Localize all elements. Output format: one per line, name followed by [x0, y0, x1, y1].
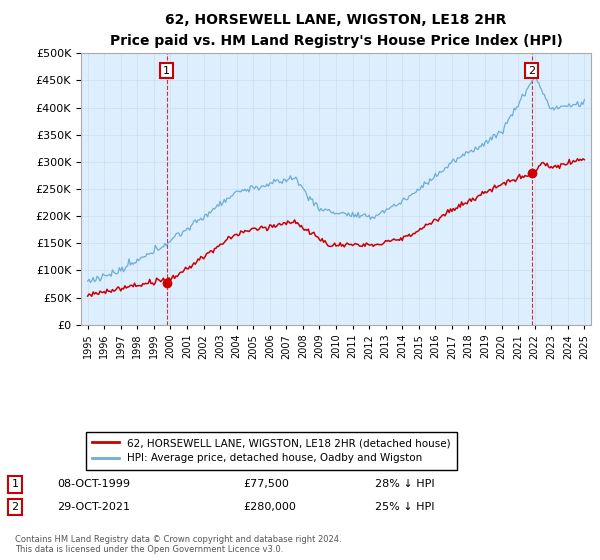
Text: 28% ↓ HPI: 28% ↓ HPI — [375, 479, 434, 489]
Text: 25% ↓ HPI: 25% ↓ HPI — [375, 502, 434, 512]
Text: 1: 1 — [11, 479, 19, 489]
Title: 62, HORSEWELL LANE, WIGSTON, LE18 2HR
Price paid vs. HM Land Registry's House Pr: 62, HORSEWELL LANE, WIGSTON, LE18 2HR Pr… — [110, 13, 562, 48]
Text: Contains HM Land Registry data © Crown copyright and database right 2024.
This d: Contains HM Land Registry data © Crown c… — [15, 535, 341, 554]
Text: £77,500: £77,500 — [243, 479, 289, 489]
Text: 08-OCT-1999: 08-OCT-1999 — [57, 479, 130, 489]
Text: 1: 1 — [163, 66, 170, 76]
Text: 2: 2 — [11, 502, 19, 512]
Text: £280,000: £280,000 — [243, 502, 296, 512]
Text: 2: 2 — [528, 66, 535, 76]
Legend: 62, HORSEWELL LANE, WIGSTON, LE18 2HR (detached house), HPI: Average price, deta: 62, HORSEWELL LANE, WIGSTON, LE18 2HR (d… — [86, 432, 457, 470]
Text: 29-OCT-2021: 29-OCT-2021 — [57, 502, 130, 512]
